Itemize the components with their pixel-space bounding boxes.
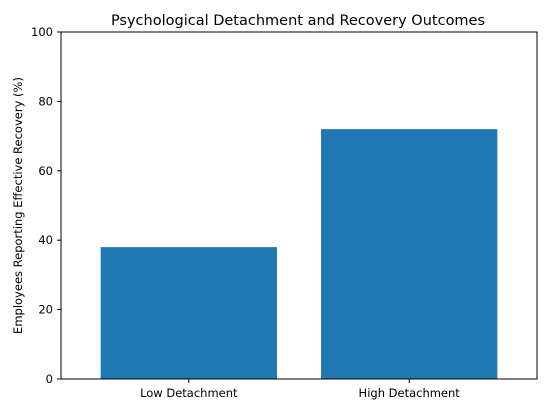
bar-low-detachment: [100, 247, 277, 379]
y-tick-label: 80: [38, 94, 53, 108]
y-tick-label: 100: [31, 25, 53, 39]
bars-group: [100, 129, 498, 379]
y-tick-label: 20: [38, 303, 53, 317]
bar-high-detachment: [321, 129, 498, 379]
chart-title: Psychological Detachment and Recovery Ou…: [111, 13, 485, 29]
y-tick-label: 40: [38, 233, 53, 247]
x-tick-label: Low Detachment: [140, 386, 238, 400]
y-axis-label: Employees Reporting Effective Recovery (…: [11, 77, 25, 334]
x-tick-label: High Detachment: [359, 386, 461, 400]
y-tick-label: 0: [46, 372, 53, 386]
plot-frame: [60, 31, 538, 380]
y-tick-label: 60: [38, 164, 53, 178]
y-axis-ticks: 0 20 40 60 80 100: [31, 25, 61, 386]
x-axis-ticks: Low Detachment High Detachment: [140, 379, 460, 400]
